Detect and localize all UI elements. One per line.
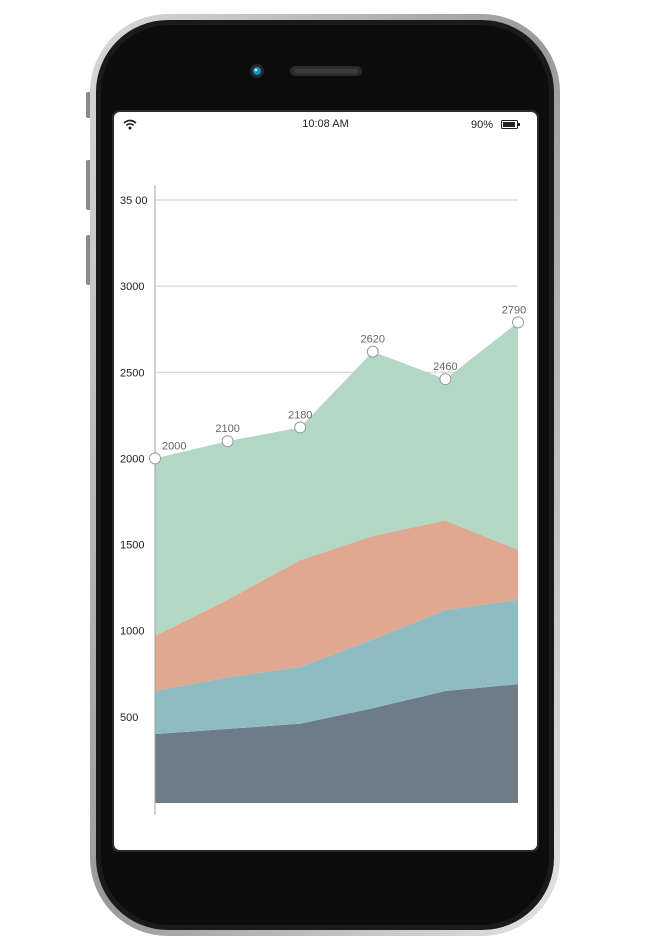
wifi-icon [123,119,137,130]
data-marker-1 [221,435,234,448]
y-tick-labels: 500 1000 1500 2000 2500 3000 35 00 [120,195,148,724]
data-label-3: 2620 [361,334,385,346]
y-tick-label-2: 1500 [120,540,144,552]
y-tick-label-5: 3000 [120,281,144,293]
y-tick-label-0: 500 [120,712,138,724]
data-label-5: 2790 [502,304,526,316]
battery-percent: 90% [470,119,493,131]
battery-icon [501,120,520,129]
area-series-1 [155,684,518,803]
data-marker-5 [512,316,524,329]
data-markers [149,316,524,465]
data-labels: 2000 2100 2180 2620 2460 2790 [162,304,526,452]
phone-screen: 10:08 AM 90% 500 1000 1500 2000 2500 3000 35 0… [114,112,537,850]
data-label-0: 2000 [162,440,186,452]
status-time: 10:08 AM [302,118,349,130]
data-marker-4 [439,373,452,386]
status-bar: 10:08 AM 90% [114,112,537,136]
data-label-4: 2460 [433,361,457,373]
y-tick-label-3: 2000 [120,453,144,465]
data-label-2: 2180 [288,409,312,421]
data-label-1: 2100 [215,423,239,435]
camera-icon [250,64,264,78]
y-tick-label-4: 2500 [120,367,144,379]
stacked-area-chart: 500 1000 1500 2000 2500 3000 35 00 2000 2100 218… [120,185,526,815]
area-series-3 [155,520,518,692]
data-marker-3 [366,345,379,358]
area-series [155,322,518,803]
speaker-icon [290,66,362,76]
area-series-4 [155,322,518,636]
data-marker-0 [149,452,161,465]
area-series-2 [155,599,518,735]
y-tick-label-1: 1000 [120,626,144,638]
data-marker-2 [294,421,307,434]
y-tick-label-6: 35 00 [120,195,148,207]
